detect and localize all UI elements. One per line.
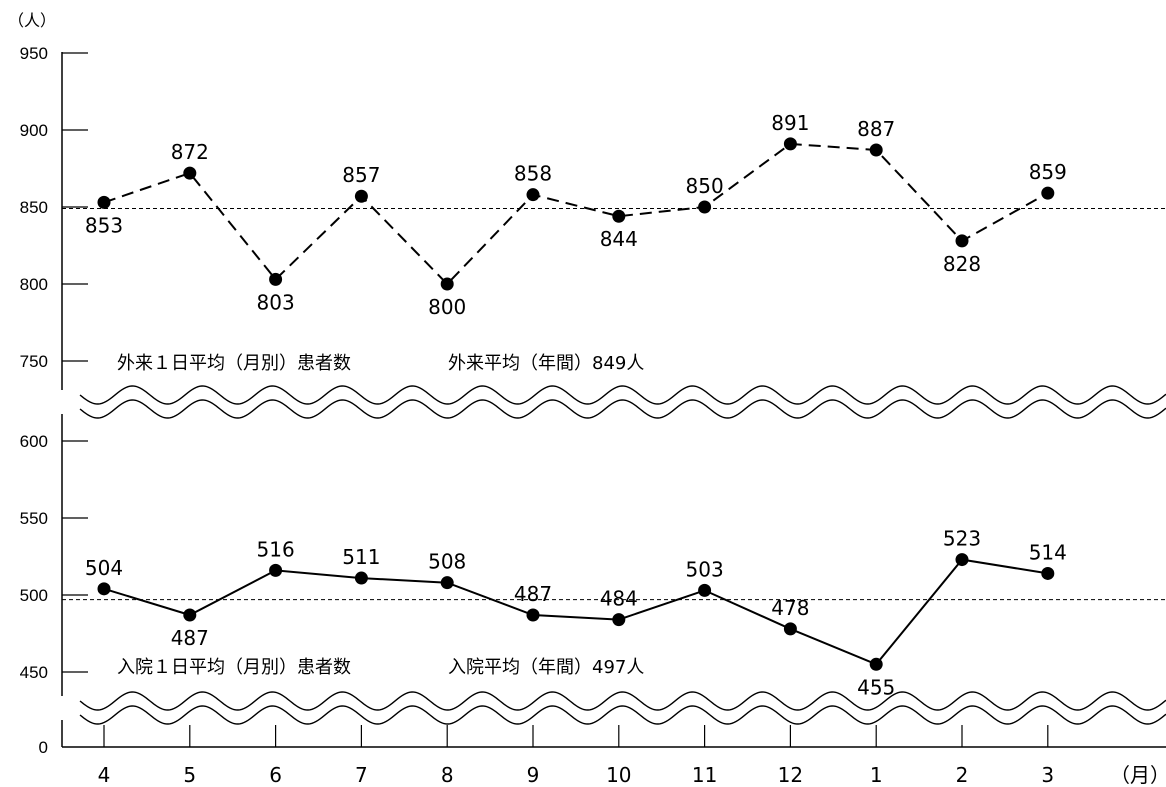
inpatient-data-label: 523 <box>943 527 981 551</box>
axis-break-lower-bottom <box>79 705 1166 725</box>
outpatient-point <box>955 234 969 248</box>
x-tick-label: 1 <box>870 763 883 787</box>
outpatient-point <box>354 189 368 203</box>
x-tick-label: 4 <box>98 763 111 787</box>
inpatient-point <box>612 613 626 627</box>
inpatient-point <box>440 576 454 590</box>
outpatient-point <box>869 143 883 157</box>
axis-break-lower-mask <box>75 690 1166 726</box>
outpatient-point <box>269 272 283 286</box>
x-tick-label: 10 <box>606 763 631 787</box>
x-tick-label: 9 <box>527 763 540 787</box>
inpatient-point <box>783 622 797 636</box>
outpatient-data-label: 853 <box>85 213 123 237</box>
caption-outpatient-series: 外来１日平均（月別）患者数 <box>117 353 351 374</box>
inpatient-data-label: 503 <box>686 557 724 581</box>
inpatient-point <box>955 553 969 567</box>
outpatient-point <box>698 200 712 214</box>
outpatient-data-label: 872 <box>171 140 209 164</box>
y-tick-label: 600 <box>20 432 48 451</box>
outpatient-data-label: 858 <box>514 162 552 186</box>
outpatient-point <box>783 137 797 151</box>
inpatient-data-label: 516 <box>257 537 295 561</box>
y-axis-unit: （人） <box>8 11 56 30</box>
inpatient-data-label: 511 <box>342 545 380 569</box>
x-tick-label: 11 <box>692 763 717 787</box>
x-tick-label: 2 <box>956 763 969 787</box>
outpatient-point <box>97 195 111 209</box>
x-tick-label: 3 <box>1041 763 1054 787</box>
y-tick-label: 450 <box>20 663 48 682</box>
axis-break-upper-bottom <box>79 399 1166 419</box>
axis-break-lower-top <box>79 691 1166 711</box>
x-tick-label: 12 <box>778 763 803 787</box>
outpatient-data-label: 859 <box>1029 160 1067 184</box>
outpatient-data-label: 803 <box>257 290 295 314</box>
axis-break-upper-mask <box>75 384 1166 420</box>
inpatient-point <box>1041 566 1055 580</box>
y-tick-label: 950 <box>20 44 48 63</box>
outpatient-point <box>183 166 197 180</box>
outpatient-data-label: 887 <box>857 117 895 141</box>
outpatient-data-label: 857 <box>342 163 380 187</box>
x-axis-unit: （月） <box>1110 763 1166 787</box>
inpatient-data-label: 455 <box>857 675 895 699</box>
y-tick-label: 850 <box>20 198 48 217</box>
x-tick-label: 5 <box>183 763 196 787</box>
outpatient-point <box>1041 186 1055 200</box>
caption-inpatient-average: 入院平均（年間）497人 <box>448 657 644 678</box>
inpatient-data-label: 487 <box>171 626 209 650</box>
inpatient-data-label: 484 <box>600 587 638 611</box>
inpatient-point <box>869 657 883 671</box>
x-tick-label: 8 <box>441 763 454 787</box>
outpatient-data-label: 844 <box>600 227 638 251</box>
outpatient-point <box>526 188 540 202</box>
outpatient-series-line <box>103 142 1049 286</box>
outpatient-data-label: 850 <box>686 174 724 198</box>
y-tick-label: 500 <box>20 586 48 605</box>
inpatient-series-line <box>103 558 1048 666</box>
outpatient-point <box>612 209 626 223</box>
y-tick-label: 750 <box>20 352 48 371</box>
x-tick-label: 7 <box>355 763 368 787</box>
inpatient-data-label: 508 <box>428 550 466 574</box>
outpatient-point <box>440 277 454 291</box>
y-tick-label: 900 <box>20 121 48 140</box>
axis-break-upper-top <box>79 385 1166 405</box>
inpatient-point <box>183 608 197 622</box>
inpatient-point <box>354 571 368 585</box>
inpatient-data-label: 478 <box>771 596 809 620</box>
caption-outpatient-average: 外来平均（年間）849人 <box>448 353 644 374</box>
y-tick-label: 0 <box>39 738 48 757</box>
caption-inpatient-series: 入院１日平均（月別）患者数 <box>117 657 351 678</box>
inpatient-point <box>97 582 111 596</box>
inpatient-data-label: 514 <box>1029 540 1067 564</box>
outpatient-data-label: 800 <box>428 295 466 319</box>
outpatient-data-label: 828 <box>943 252 981 276</box>
x-tick-label: 6 <box>269 763 282 787</box>
inpatient-data-label: 487 <box>514 582 552 606</box>
outpatient-data-label: 891 <box>771 111 809 135</box>
inpatient-point <box>698 583 712 597</box>
inpatient-data-label: 504 <box>85 556 123 580</box>
y-tick-label: 550 <box>20 509 48 528</box>
y-tick-label: 800 <box>20 275 48 294</box>
inpatient-point <box>526 608 540 622</box>
inpatient-point <box>269 563 283 577</box>
